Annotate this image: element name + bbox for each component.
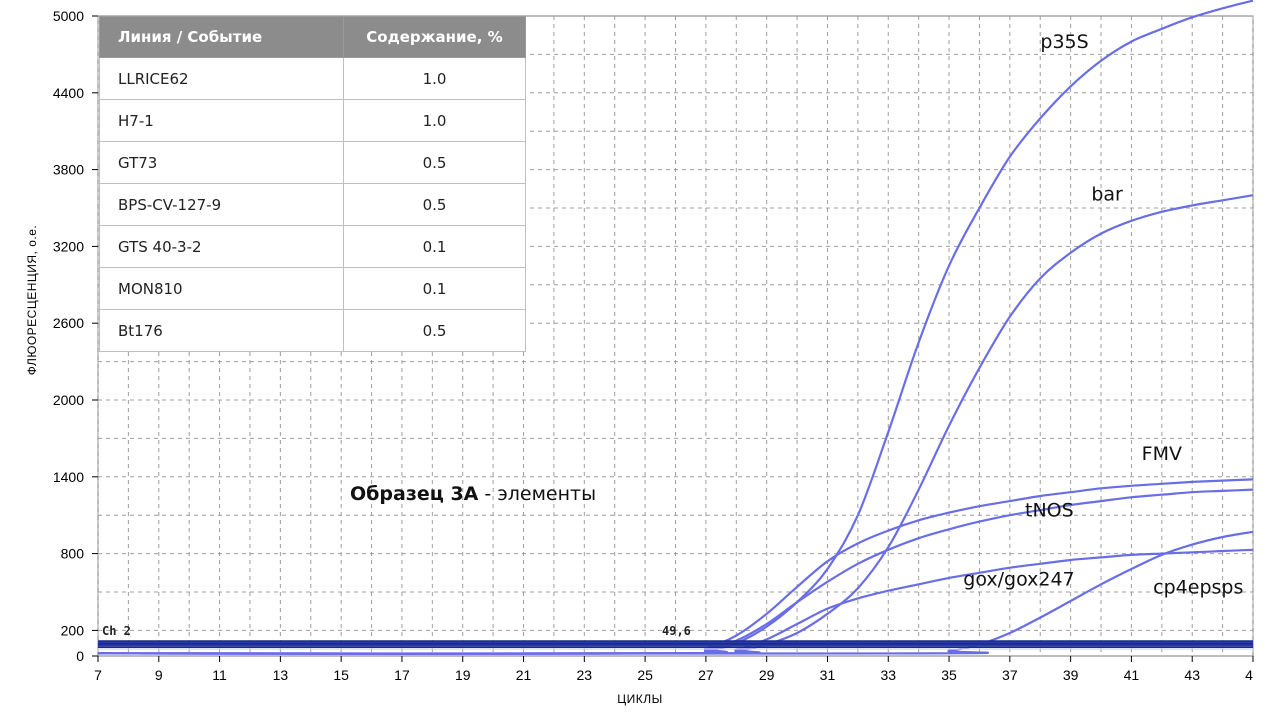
x-tick-label: 41 bbox=[1124, 667, 1140, 683]
series-line-cp4epsps bbox=[97, 530, 1254, 655]
table-cell-event: GTS 40-3-2 bbox=[99, 225, 344, 268]
x-tick-label: 11 bbox=[212, 667, 227, 683]
series-label: cp4epsps bbox=[1153, 576, 1243, 598]
series-layer bbox=[97, 0, 1254, 655]
x-tick-label: 7 bbox=[94, 667, 102, 683]
table-row: H7-1 1.0 bbox=[99, 99, 526, 142]
table-cell-content: 1.0 bbox=[343, 57, 526, 100]
x-axis-ticks: 7 9 11 13 15 17 19 21 23 25 27 29 31 33 35 37 39 41 43 4 bbox=[94, 656, 1254, 683]
table-row: BPS-CV-127-9 0.5 bbox=[99, 183, 526, 226]
x-tick-label: 4 bbox=[1245, 667, 1253, 683]
table-cell-event: H7-1 bbox=[99, 99, 344, 142]
table-cell-event: GT73 bbox=[99, 141, 344, 184]
y-tick-label: 800 bbox=[61, 546, 85, 562]
table-row: GTS 40-3-2 0.1 bbox=[99, 225, 526, 268]
sample-annotation: Образец 3А - элементы bbox=[350, 483, 596, 505]
threshold-label: 49,6 bbox=[662, 624, 691, 638]
y-tick-label: 3800 bbox=[53, 162, 84, 178]
y-tick-label: 0 bbox=[76, 648, 84, 664]
y-tick-label: 1400 bbox=[53, 469, 84, 485]
series-line-gox-gox247 bbox=[97, 548, 1254, 655]
table-cell-content: 0.5 bbox=[343, 183, 526, 226]
y-axis-ticks: 0 200 800 1400 2000 2600 3200 3800 4400 5000 bbox=[53, 8, 98, 664]
y-tick-label: 2600 bbox=[53, 315, 84, 331]
x-tick-label: 31 bbox=[820, 667, 836, 683]
table-cell-content: 0.1 bbox=[343, 267, 526, 310]
sample-annotation-rest: - элементы bbox=[478, 483, 596, 505]
table-cell-content: 0.5 bbox=[343, 309, 526, 352]
table-cell-content: 0.1 bbox=[343, 225, 526, 268]
x-tick-label: 23 bbox=[577, 667, 593, 683]
table-row: LLRICE62 1.0 bbox=[99, 57, 526, 100]
table-header-row: Линия / Событие Содержание, % bbox=[99, 16, 526, 58]
column-header-line-event: Линия / Событие bbox=[99, 16, 344, 58]
table-row: MON810 0.1 bbox=[99, 267, 526, 310]
table-row: Bt176 0.5 bbox=[99, 309, 526, 352]
series-label: FMV bbox=[1142, 443, 1182, 465]
y-tick-label: 5000 bbox=[53, 8, 84, 24]
x-tick-label: 9 bbox=[155, 667, 163, 683]
y-tick-label: 4400 bbox=[53, 85, 84, 101]
x-tick-label: 43 bbox=[1184, 667, 1200, 683]
channel-label: Ch 2 bbox=[102, 624, 131, 638]
x-tick-label: 39 bbox=[1063, 667, 1079, 683]
y-axis-title: ФЛЮОРЕСЦЕНЦИЯ, о.е. bbox=[25, 225, 39, 376]
table-cell-event: LLRICE62 bbox=[99, 57, 344, 100]
series-label: tNOS bbox=[1025, 499, 1074, 521]
x-tick-label: 25 bbox=[637, 667, 653, 683]
table-cell-event: MON810 bbox=[99, 267, 344, 310]
x-tick-label: 27 bbox=[698, 667, 714, 683]
y-tick-label: 3200 bbox=[53, 238, 84, 254]
series-label: bar bbox=[1091, 183, 1123, 205]
x-axis-title: ЦИКЛЫ bbox=[617, 692, 663, 706]
series-labels: p35S bar FMV tNOS gox/gox247 cp4epsps bbox=[963, 31, 1243, 598]
x-tick-label: 35 bbox=[941, 667, 957, 683]
events-content-table: Линия / Событие Содержание, % LLRICE62 1.… bbox=[99, 16, 526, 352]
table-cell-content: 1.0 bbox=[343, 99, 526, 142]
sample-annotation-bold: Образец 3А bbox=[350, 483, 479, 505]
x-tick-label: 15 bbox=[333, 667, 349, 683]
x-tick-label: 13 bbox=[273, 667, 289, 683]
x-tick-label: 29 bbox=[759, 667, 775, 683]
x-tick-label: 19 bbox=[455, 667, 471, 683]
table-cell-content: 0.5 bbox=[343, 141, 526, 184]
series-label: p35S bbox=[1040, 31, 1088, 53]
x-tick-label: 17 bbox=[394, 667, 410, 683]
table-row: GT73 0.5 bbox=[99, 141, 526, 184]
column-header-content: Содержание, % bbox=[343, 16, 526, 58]
series-label: gox/gox247 bbox=[963, 569, 1074, 591]
x-tick-label: 21 bbox=[516, 667, 532, 683]
series-line-tnos bbox=[97, 488, 1254, 655]
table-cell-event: BPS-CV-127-9 bbox=[99, 183, 344, 226]
table-cell-event: Bt176 bbox=[99, 309, 344, 352]
y-tick-label: 2000 bbox=[53, 392, 84, 408]
baseline-layer bbox=[98, 640, 1253, 650]
x-tick-label: 37 bbox=[1002, 667, 1018, 683]
x-tick-label: 33 bbox=[880, 667, 896, 683]
y-tick-label: 200 bbox=[61, 622, 85, 638]
